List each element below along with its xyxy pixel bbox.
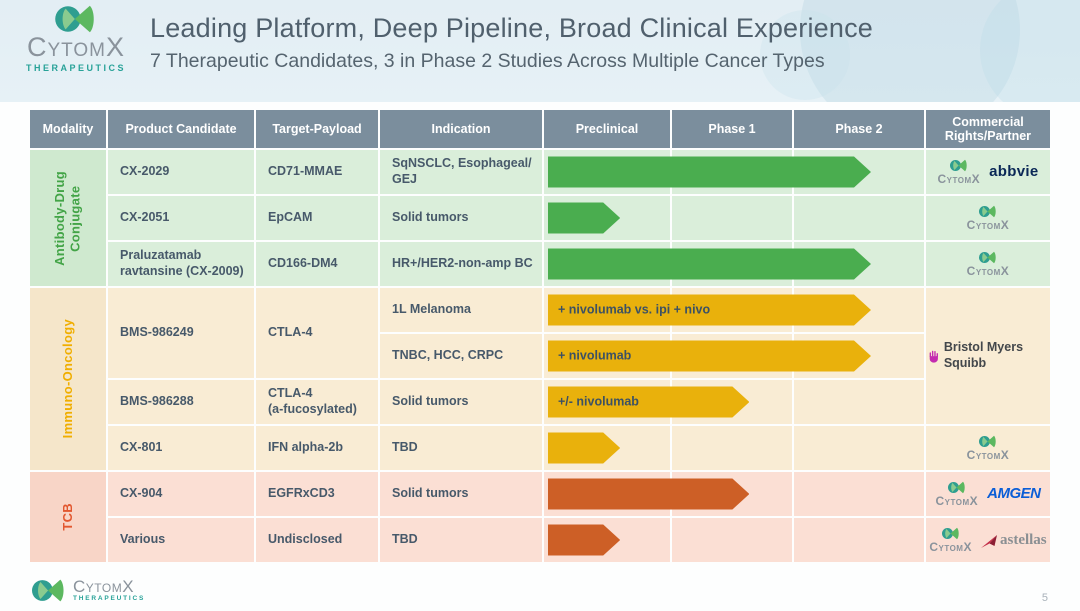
timeline-cx-904	[544, 472, 924, 516]
indication-various: TBD	[380, 518, 542, 562]
cytomx-wordmark: CytomX	[26, 32, 126, 62]
timeline-tnbc-hcc-crpc: + nivolumab	[544, 334, 924, 378]
target-cx-2009: CD166-DM4	[256, 242, 378, 286]
cytomx-icon	[947, 481, 965, 494]
target-bms-986288: CTLA-4 (a-fucosylated)	[256, 380, 378, 424]
product-cx-2051: CX-2051	[108, 196, 254, 240]
product-cx-2029: CX-2029	[108, 150, 254, 194]
page-subtitle: 7 Therapeutic Candidates, 3 in Phase 2 S…	[150, 50, 825, 72]
page-number: 5	[1041, 592, 1048, 604]
cytomx-icon	[941, 527, 959, 540]
indication-bms-986288: Solid tumors	[380, 380, 542, 424]
phase-arrow: + nivolumab	[548, 341, 871, 372]
cytomx-icon	[978, 251, 996, 264]
target-cx-801: IFN alpha-2b	[256, 426, 378, 470]
target-cx-904: EGFRxCD3	[256, 472, 378, 516]
timeline-bms-986288: +/- nivolumab	[544, 380, 924, 424]
astellas-logo: astellas	[980, 531, 1047, 550]
decorative-bubble	[760, 10, 850, 100]
cytomx-partner-logo: CytomX	[967, 435, 1010, 461]
phase-arrow: + nivolumab vs. ipi + nivo	[548, 295, 871, 326]
cytomx-logo-header: CytomX THERAPEUTICS	[10, 4, 142, 73]
indication-1l-melanoma: 1L Melanoma	[380, 288, 542, 332]
decorative-bubble	[800, 0, 1020, 102]
modality-immuno-oncology: Immuno-Oncology	[30, 288, 106, 470]
indication-cx-2029: SqNSCLC, Esophageal/ GEJ	[380, 150, 542, 194]
product-bms-986288: BMS-986288	[108, 380, 254, 424]
decorative-bubble	[980, 0, 1080, 102]
phase-arrow: +/- nivolumab	[548, 387, 749, 418]
timeline-cx-2029	[544, 150, 924, 194]
timeline-various	[544, 518, 924, 562]
column-header-preclinical: Preclinical	[544, 110, 670, 148]
phase-arrow	[548, 479, 749, 510]
target-various: Undisclosed	[256, 518, 378, 562]
cytomx-therapeutics-label: THERAPEUTICS	[25, 63, 126, 73]
partner-cx-2009: CytomX	[926, 242, 1050, 286]
column-header-modality: Modality	[30, 110, 106, 148]
cytomx-icon	[978, 435, 996, 448]
cytomx-logo-footer: CytomX THERAPEUTICS	[32, 578, 145, 603]
partner-bristol-myers-squibb: Bristol Myers Squibb	[926, 288, 1050, 424]
indication-tnbc-hcc-crpc: TNBC, HCC, CRPC	[380, 334, 542, 378]
modality-tcb: TCB	[30, 472, 106, 562]
bristol-myers-squibb-logo: Bristol Myers Squibb	[928, 340, 1048, 371]
column-header-target: Target-Payload	[256, 110, 378, 148]
column-header-product: Product Candidate	[108, 110, 254, 148]
product-cx-2009: Praluzatamab ravtansine (CX-2009)	[108, 242, 254, 286]
column-header-phase1: Phase 1	[672, 110, 792, 148]
partner-cx-2029: CytomX abbvie	[926, 150, 1050, 194]
partner-various: CytomX astellas	[926, 518, 1050, 562]
partner-cx-904: CytomX AMGEN	[926, 472, 1050, 516]
modality-adc: Antibody-Drug Conjugate	[30, 150, 106, 286]
indication-cx-904: Solid tumors	[380, 472, 542, 516]
timeline-cx-2051	[544, 196, 924, 240]
indication-cx-2009: HR+/HER2-non-amp BC	[380, 242, 542, 286]
amgen-logo: AMGEN	[987, 484, 1041, 502]
timeline-1l-melanoma: + nivolumab vs. ipi + nivo	[544, 288, 924, 332]
cytomx-partner-logo: CytomX	[936, 481, 979, 507]
target-cx-2051: EpCAM	[256, 196, 378, 240]
page-title: Leading Platform, Deep Pipeline, Broad C…	[150, 13, 873, 43]
timeline-cx-2009	[544, 242, 924, 286]
product-cx-801: CX-801	[108, 426, 254, 470]
abbvie-logo: abbvie	[989, 162, 1039, 180]
header-band	[0, 0, 1080, 102]
phase-arrow	[548, 203, 620, 234]
phase-arrow	[548, 433, 620, 464]
phase-arrow	[548, 525, 620, 556]
column-header-phase2: Phase 2	[794, 110, 924, 148]
cytomx-partner-logo: CytomX	[929, 527, 972, 553]
cytomx-icon	[978, 205, 996, 218]
partner-cx-801: CytomX	[926, 426, 1050, 470]
target-cx-2029: CD71-MMAE	[256, 150, 378, 194]
product-bms-986249: BMS-986249	[108, 288, 254, 378]
indication-cx-2051: Solid tumors	[380, 196, 542, 240]
column-header-indication: Indication	[380, 110, 542, 148]
cytomx-partner-logo: CytomX	[967, 251, 1010, 277]
cytomx-partner-logo: CytomX	[967, 205, 1010, 231]
pipeline-table: Modality Product Candidate Target-Payloa…	[30, 110, 1050, 562]
timeline-cx-801	[544, 426, 924, 470]
phase-arrow	[548, 157, 871, 188]
column-header-partner: Commercial Rights/Partner	[926, 110, 1050, 148]
cytomx-partner-logo: CytomX	[938, 159, 981, 185]
product-cx-904: CX-904	[108, 472, 254, 516]
cytomx-icon	[949, 159, 967, 172]
phase-arrow	[548, 249, 871, 280]
cytomx-icon	[55, 5, 94, 33]
bms-hand-icon	[929, 350, 938, 363]
product-various: Various	[108, 518, 254, 562]
indication-cx-801: TBD	[380, 426, 542, 470]
target-bms-986249: CTLA-4	[256, 288, 378, 378]
partner-cx-2051: CytomX	[926, 196, 1050, 240]
cytomx-icon	[32, 579, 64, 602]
astellas-star-icon	[980, 535, 997, 549]
